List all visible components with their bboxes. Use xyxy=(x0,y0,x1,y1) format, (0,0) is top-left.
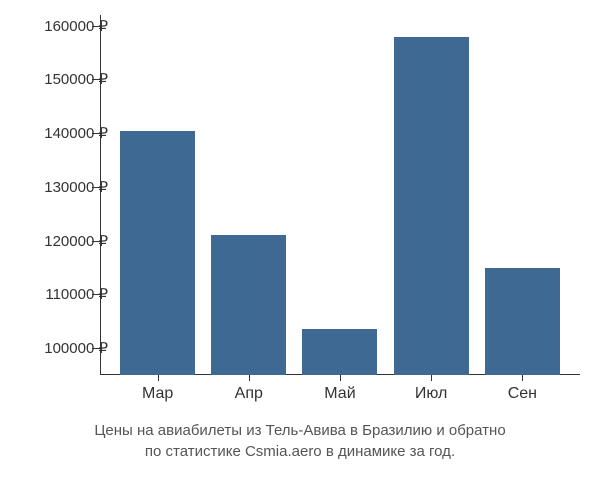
caption-line-1: Цены на авиабилеты из Тель-Авива в Брази… xyxy=(94,422,505,439)
y-axis-label: 160000 ₽ xyxy=(44,17,108,35)
bar-slot: Май xyxy=(302,329,377,375)
x-axis-label: Мар xyxy=(142,385,173,403)
bar xyxy=(485,268,560,375)
x-axis-label: Сен xyxy=(508,385,537,403)
x-tick xyxy=(340,375,341,381)
y-axis-label: 130000 ₽ xyxy=(44,178,108,196)
x-axis-label: Июл xyxy=(415,385,447,403)
x-axis-label: Апр xyxy=(235,385,263,403)
x-tick xyxy=(158,375,159,381)
x-axis-label: Май xyxy=(324,385,355,403)
y-axis-label: 150000 ₽ xyxy=(44,70,108,88)
x-tick xyxy=(431,375,432,381)
bar-slot: Сен xyxy=(485,268,560,375)
bar xyxy=(394,37,469,376)
bars-area: МарАпр Май ИюлСен xyxy=(100,15,580,375)
y-axis-label: 140000 ₽ xyxy=(44,124,108,142)
y-axis-label: 110000 ₽ xyxy=(45,285,108,303)
bar xyxy=(211,235,286,375)
chart-caption: Цены на авиабилеты из Тель-Авива в Брази… xyxy=(0,420,600,462)
bar xyxy=(302,329,377,375)
x-tick xyxy=(522,375,523,381)
bar-slot: Апр xyxy=(211,235,286,375)
y-axis-label: 120000 ₽ xyxy=(44,232,108,250)
bar-slot: Июл xyxy=(394,37,469,376)
price-chart: МарАпр Май ИюлСен xyxy=(100,15,580,375)
caption-line-2: по статистике Csmia.aero в динамике за г… xyxy=(145,443,455,460)
x-tick xyxy=(249,375,250,381)
y-axis-label: 100000 ₽ xyxy=(44,339,108,357)
bar xyxy=(120,131,195,375)
bar-slot: Мар xyxy=(120,131,195,375)
